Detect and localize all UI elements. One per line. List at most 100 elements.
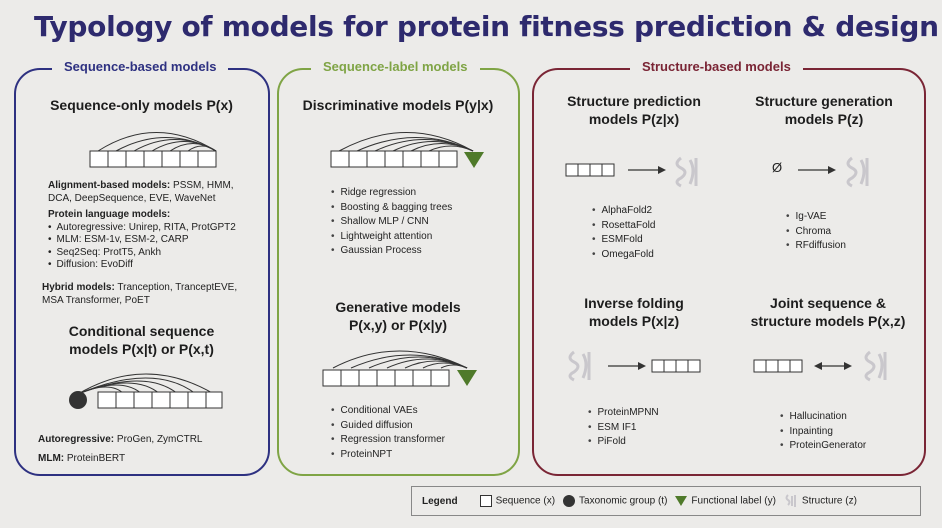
list-item: Autoregressive: Unirep, RITA, ProtGPT2	[48, 222, 258, 235]
autoregressive-label: Autoregressive:	[38, 434, 115, 445]
joint-models-heading-line-1: Joint sequence &	[770, 295, 886, 311]
generative-list: Conditional VAEs Guided diffusion Regres…	[331, 404, 445, 462]
sequence-only-heading: Sequence-only models P(x)	[50, 97, 233, 113]
structure-prediction-diagram	[565, 156, 698, 188]
list-item: ESM IF1	[588, 421, 659, 436]
generative-heading-line-1: Generative models	[335, 299, 461, 315]
legend: Legend Sequence (x) Taxonomic group (t) …	[411, 486, 921, 516]
list-item: OmegaFold	[592, 248, 655, 263]
joint-models-heading: Joint sequence & structure models P(x,z)	[730, 294, 926, 330]
alignment-models-list: PSSM, HMM, DCA, DeepSequence, EVE, WaveN…	[48, 180, 234, 204]
structure-prediction-heading-line-2: models P(z|x)	[588, 111, 680, 127]
empty-set-symbol: Ø	[772, 160, 783, 175]
sequence-square-icon	[479, 495, 492, 507]
structure-icon	[785, 494, 796, 507]
legend-structure-label: Structure (z)	[801, 495, 857, 507]
list-item: PiFold	[588, 435, 659, 450]
list-item: ProteinNPT	[331, 448, 445, 463]
list-item: Hallucination	[780, 410, 866, 425]
page-title: Typology of models for protein fitness p…	[34, 10, 939, 43]
list-item: Chroma	[786, 225, 846, 240]
structure-prediction-heading: Structure prediction models P(z|x)	[544, 92, 724, 128]
structure-prediction-list: AlphaFold2 RosettaFold ESMFold OmegaFold	[592, 204, 656, 263]
legend-taxonomic-label: Taxonomic group (t)	[579, 495, 668, 507]
list-item: ProteinMPNN	[588, 406, 659, 421]
functional-triangle-icon	[675, 496, 688, 506]
joint-models-heading-line-2: structure models P(x,z)	[750, 313, 906, 329]
sequence-only-diagram	[89, 132, 217, 168]
alignment-models-text: Alignment-based models: PSSM, HMM, DCA, …	[48, 180, 248, 205]
list-item: ESMFold	[592, 233, 655, 248]
legend-functional-label: Functional label (y)	[691, 495, 776, 507]
mlm-label: MLM:	[38, 453, 65, 464]
list-item: Guided diffusion	[331, 419, 445, 434]
discriminative-list: Ridge regression Boosting & bagging tree…	[331, 186, 453, 259]
hybrid-models-list: Tranception, TranceptEVE, MSA Transforme…	[42, 282, 238, 306]
list-item: Boosting & bagging trees	[331, 201, 453, 216]
legend-title: Legend	[422, 495, 458, 507]
mlm-text: MLM: ProteinBERT	[38, 453, 258, 466]
plm-list: Autoregressive: Unirep, RITA, ProtGPT2 M…	[48, 222, 258, 272]
discriminative-heading: Discriminative models P(y|x)	[302, 97, 494, 113]
list-item: Shallow MLP / CNN	[331, 215, 452, 230]
structure-icon	[675, 156, 698, 188]
list-item: AlphaFold2	[592, 204, 655, 219]
legend-functional: Functional label (y)	[675, 495, 776, 507]
structure-generation-heading-line-1: Structure generation	[755, 93, 893, 109]
discriminative-diagram	[330, 132, 484, 168]
list-item: ProteinGenerator	[780, 439, 867, 454]
structure-generation-heading-line-2: models P(z)	[784, 111, 864, 127]
structure-generation-list: Ig-VAE Chroma RFdiffusion	[786, 210, 846, 254]
plm-label: Protein language models:	[48, 209, 171, 220]
sequence-panel-title: Sequence-based models	[52, 59, 229, 74]
taxonomic-circle-icon	[563, 495, 576, 507]
list-item: Diffusion: EvoDiff	[48, 259, 258, 272]
joint-models-diagram	[753, 350, 887, 382]
mlm-list: ProteinBERT	[66, 453, 126, 464]
plm-block: Protein language models: Autoregressive:…	[48, 209, 258, 272]
structure-generation-heading: Structure generation models P(z)	[734, 92, 914, 128]
list-item: MLM: ESM-1v, ESM-2, CARP	[48, 234, 258, 247]
list-item: Inpainting	[780, 425, 866, 440]
inverse-folding-heading: Inverse folding models P(x|z)	[544, 294, 724, 330]
list-item: Regression transformer	[331, 433, 445, 448]
conditional-diagram	[69, 373, 223, 409]
inverse-folding-heading-line-2: models P(x|z)	[588, 313, 680, 329]
generative-diagram	[322, 350, 477, 387]
hybrid-models-text: Hybrid models: Tranception, TranceptEVE,…	[42, 282, 247, 307]
legend-structure: Structure (z)	[784, 494, 857, 508]
inverse-folding-list: ProteinMPNN ESM IF1 PiFold	[588, 406, 659, 450]
structure-prediction-heading-line-1: Structure prediction	[567, 93, 701, 109]
sequence-label-panel: Sequence-label models Discriminative mod…	[277, 59, 520, 476]
structure-generation-diagram	[798, 156, 869, 188]
autoregressive-list: ProGen, ZymCTRL	[116, 434, 203, 445]
list-item: RosettaFold	[592, 219, 656, 234]
structure-icon	[846, 156, 869, 188]
legend-sequence: Sequence (x)	[479, 495, 556, 507]
generative-heading-line-2: P(x,y) or P(x|y)	[348, 317, 448, 333]
list-item: Lightweight attention	[331, 230, 452, 245]
list-item: Conditional VAEs	[331, 404, 445, 419]
structure-icon	[568, 350, 591, 382]
list-item: Seq2Seq: ProtT5, Ankh	[48, 247, 258, 260]
sequence-based-panel: Sequence-based models Sequence-only mode…	[14, 59, 270, 476]
label-panel-title: Sequence-label models	[311, 59, 480, 74]
hybrid-models-label: Hybrid models:	[42, 282, 115, 293]
generative-heading: Generative models P(x,y) or P(x|y)	[279, 298, 517, 334]
conditional-heading-line-1: Conditional sequence	[68, 323, 215, 339]
list-item: Gaussian Process	[331, 244, 452, 259]
list-item: Ridge regression	[331, 186, 452, 201]
inverse-folding-heading-line-1: Inverse folding	[584, 295, 684, 311]
alignment-models-label: Alignment-based models:	[48, 180, 171, 191]
structure-panel-title: Structure-based models	[630, 59, 803, 74]
conditional-heading: Conditional sequence models P(x|t) or P(…	[16, 322, 267, 358]
structure-based-panel: Structure-based models Structure predict…	[532, 59, 926, 476]
conditional-heading-line-2: models P(x|t) or P(x,t)	[69, 341, 214, 357]
legend-taxonomic: Taxonomic group (t)	[563, 495, 667, 507]
structure-icon	[864, 350, 887, 382]
legend-sequence-label: Sequence (x)	[495, 495, 556, 507]
joint-models-list: Hallucination Inpainting ProteinGenerato…	[780, 410, 867, 454]
list-item: RFdiffusion	[786, 239, 846, 254]
autoregressive-text: Autoregressive: ProGen, ZymCTRL	[38, 434, 258, 447]
list-item: Ig-VAE	[786, 210, 846, 225]
